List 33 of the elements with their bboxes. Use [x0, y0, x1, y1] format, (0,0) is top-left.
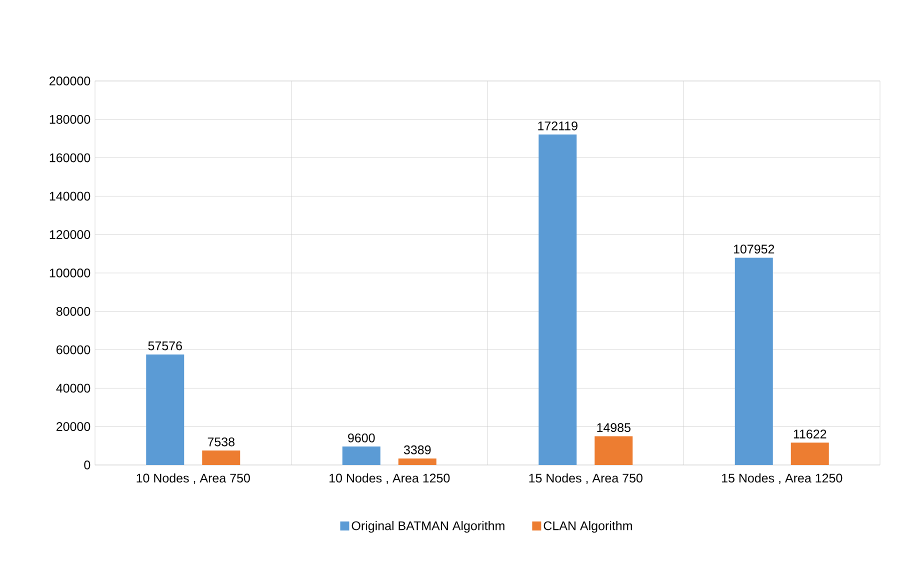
bar: [734, 258, 773, 465]
bar: [790, 442, 829, 465]
bar: [202, 450, 240, 465]
x-tick-label: 10 Nodes , Area 750: [136, 473, 250, 484]
data-label: 172119: [538, 121, 578, 130]
data-label: 14985: [597, 423, 630, 432]
y-tick-label: 60000: [56, 345, 90, 354]
x-tick-label: 15 Nodes , Area 750: [529, 473, 642, 484]
y-tick-label: 180000: [50, 114, 90, 124]
data-label: 7538: [208, 437, 234, 446]
y-tick-label: 100000: [50, 268, 90, 278]
x-tick-label: 15 Nodes , Area 1250: [722, 473, 842, 484]
bar: [398, 458, 436, 465]
data-label: 3389: [404, 445, 431, 454]
bar: [594, 436, 633, 465]
bar: [342, 446, 380, 465]
data-label: 57576: [148, 341, 182, 350]
y-tick-label: 120000: [50, 230, 90, 240]
data-label: 107952: [734, 244, 774, 254]
y-tick-label: 0: [84, 460, 90, 470]
bar: [538, 134, 577, 465]
y-tick-label: 20000: [56, 422, 90, 432]
legend-label: CLAN Algorithm: [544, 521, 632, 533]
y-tick-label: 160000: [50, 153, 90, 162]
y-tick-label: 40000: [56, 384, 90, 393]
bar: [146, 354, 184, 465]
y-tick-label: 80000: [56, 306, 90, 316]
y-tick-label: 140000: [50, 192, 90, 201]
y-tick-label: 200000: [50, 76, 90, 86]
x-tick-label: 10 Nodes , Area 1250: [330, 473, 450, 484]
data-label: 9600: [348, 433, 375, 442]
data-label: 11622: [794, 430, 826, 438]
legend-label: Original BATMAN Algorithm: [352, 521, 504, 533]
